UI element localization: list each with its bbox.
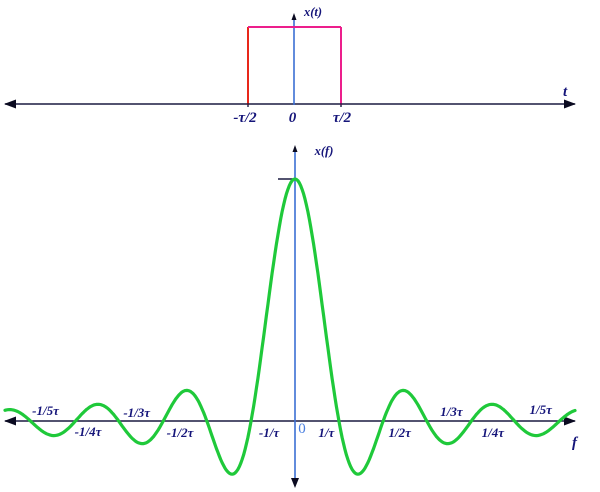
svg-text:0: 0 xyxy=(298,421,306,437)
svg-text:0: 0 xyxy=(289,110,297,126)
svg-text:-τ/2: -τ/2 xyxy=(233,110,257,126)
svg-text:-1/τ: -1/τ xyxy=(259,425,280,440)
svg-text:1/5τ: 1/5τ xyxy=(530,402,554,417)
svg-text:τ/2: τ/2 xyxy=(333,110,352,126)
svg-text:x(t): x(t) xyxy=(303,5,322,19)
svg-text:-1/5τ: -1/5τ xyxy=(32,403,60,418)
svg-text:1/4τ: 1/4τ xyxy=(482,425,506,440)
svg-text:-1/3τ: -1/3τ xyxy=(123,405,151,420)
svg-text:1/2τ: 1/2τ xyxy=(389,425,413,440)
svg-text:1/3τ: 1/3τ xyxy=(440,404,464,419)
svg-text:1/τ: 1/τ xyxy=(318,425,335,440)
svg-text:-1/2τ: -1/2τ xyxy=(167,425,195,440)
svg-text:-1/4τ: -1/4τ xyxy=(75,424,103,439)
svg-text:x(f): x(f) xyxy=(314,144,334,158)
